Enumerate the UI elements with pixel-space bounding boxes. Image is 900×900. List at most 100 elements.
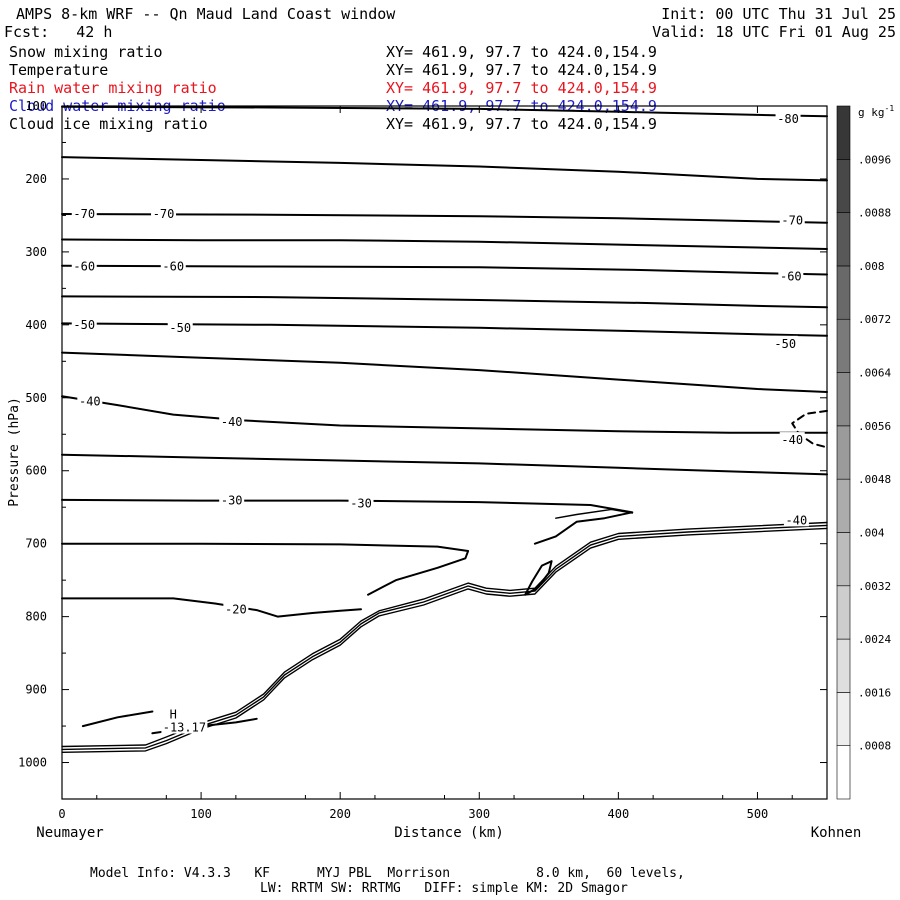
isotherm-line-5: [61, 295, 828, 309]
contour-label-bg: [778, 268, 804, 283]
contour-label: -50: [73, 318, 95, 332]
contour-label-bg: [779, 432, 805, 447]
isotherm-line-13: [81, 710, 154, 728]
isotherm-line-10: [61, 498, 634, 545]
contour-label-bg: [160, 258, 186, 273]
x-axis-label: Distance (km): [394, 825, 504, 841]
terrain-line-17: [61, 527, 828, 753]
terrain-line-15: [61, 524, 828, 751]
contour-label-bg: [783, 512, 809, 527]
y-tick-label: 700: [25, 537, 47, 551]
field-xy: XY= 461.9, 97.7 to 424.0,154.9: [386, 43, 657, 61]
chart-title: AMPS 8-km WRF -- Qn Maud Land Coast wind…: [16, 5, 396, 23]
contour-label-bg: [223, 601, 249, 616]
contour-label: -13.17: [163, 721, 206, 735]
contour-label: H: [170, 707, 177, 721]
colorbar-tick-label: .0096: [858, 153, 891, 166]
forecast-hour: Fcst: 42 h: [4, 23, 113, 41]
field-name: Snow mixing ratio: [9, 43, 163, 61]
field-xy: XY= 461.9, 97.7 to 424.0,154.9: [386, 115, 657, 133]
colorbar-segment: [836, 692, 851, 746]
colorbar-segment: [836, 638, 851, 693]
contour-label-bg: [779, 212, 805, 227]
isotherm-line-4: [61, 264, 828, 276]
x-left-location: Neumayer: [36, 825, 103, 841]
colorbar-tick-label: .004: [858, 526, 885, 539]
colorbar-tick-label: .0016: [858, 686, 891, 699]
contour-label: -30: [221, 494, 243, 508]
field-name: Cloud ice mixing ratio: [9, 115, 208, 133]
x-tick-label: 500: [747, 807, 769, 821]
model-info-line1: Model Info: V4.3.3 KF MYJ PBL Morrison 8…: [90, 866, 685, 881]
dashed-line-20: [791, 409, 828, 449]
colorbar-segment: [836, 159, 851, 213]
contour-label-bg: [151, 205, 177, 220]
y-tick-label: 300: [25, 245, 47, 259]
contour-label-bg: [219, 413, 245, 428]
x-tick-label: 300: [468, 807, 490, 821]
closed-line-19: [524, 560, 553, 596]
isotherm-line-0: [61, 105, 828, 118]
contour-label: -80: [777, 112, 799, 126]
contour-label: -70: [153, 207, 175, 221]
colorbar-tick-label: .0032: [858, 580, 891, 593]
init-time: Init: 00 UTC Thu 31 Jul 25: [661, 5, 896, 23]
isotherm-line-1: [61, 156, 828, 182]
x-tick-label: 400: [608, 807, 630, 821]
contour-label-bg: [167, 706, 179, 721]
x-tick-label: 100: [190, 807, 212, 821]
isotherm-line-7: [61, 351, 828, 393]
contour-label: -60: [162, 259, 184, 273]
colorbar-tick-label: .0048: [858, 473, 891, 486]
contour-label-bg: [219, 492, 245, 507]
isotherm-line-9: [61, 453, 828, 476]
colorbar-segment: [836, 745, 851, 800]
colorbar-segment: [836, 425, 851, 480]
y-tick-label: 800: [25, 610, 47, 624]
colorbar-tick-label: .0088: [858, 207, 891, 220]
contour-label-bg: [71, 205, 97, 220]
x-tick-label: 200: [329, 807, 351, 821]
plot-frame: [61, 105, 828, 800]
contour-label: -60: [73, 259, 95, 273]
contour-label: -40: [221, 415, 243, 429]
contour-label: -20: [225, 602, 247, 616]
colorbar-segment: [836, 318, 851, 373]
contour-label-bg: [167, 319, 193, 334]
y-tick-label: 100: [25, 99, 47, 113]
colorbar-tick-label: .0064: [858, 367, 891, 380]
isotherm-line-3: [61, 238, 828, 250]
contour-label-bg: [161, 719, 208, 734]
colorbar-tick-label: .0072: [858, 313, 891, 326]
colorbar-unit: g kg-1: [858, 104, 894, 119]
colorbar-tick-label: .0056: [858, 420, 891, 433]
contour-label: -70: [73, 207, 95, 221]
y-axis-label: Pressure (hPa): [7, 397, 22, 507]
isotherm-line-11: [61, 542, 470, 596]
contour-label: -30: [350, 497, 372, 511]
colorbar-tick-label: .008: [858, 260, 885, 273]
colorbar-segment: [836, 265, 851, 320]
contour-label-bg: [775, 111, 801, 126]
y-tick-label: 600: [25, 464, 47, 478]
colorbar-segment: [836, 105, 851, 160]
colorbar-tick-label: .0008: [858, 740, 891, 753]
y-tick-label: 500: [25, 391, 47, 405]
contour-label: -70: [781, 214, 803, 228]
model-info-line2: LW: RRTM SW: RRTMG DIFF: simple KM: 2D S…: [260, 881, 628, 896]
contour-label: -50: [774, 337, 796, 351]
y-tick-label: 400: [25, 318, 47, 332]
contour-label: -60: [780, 270, 802, 284]
contour-label-bg: [348, 495, 374, 510]
colorbar: .0008 .0016 .0024 .0032 .004 .0048 .0056 .0064.…: [836, 105, 891, 800]
colorbar-segment: [836, 478, 851, 533]
field-name: Rain water mixing ratio: [9, 79, 217, 97]
y-tick-label: 900: [25, 683, 47, 697]
colorbar-segment: [836, 585, 851, 640]
contour-label: -40: [786, 513, 808, 527]
colorbar-segment: [836, 532, 851, 587]
contour-label-bg: [77, 393, 103, 408]
terrain-line-18: [555, 508, 633, 519]
isotherm-line-2: [61, 213, 828, 224]
